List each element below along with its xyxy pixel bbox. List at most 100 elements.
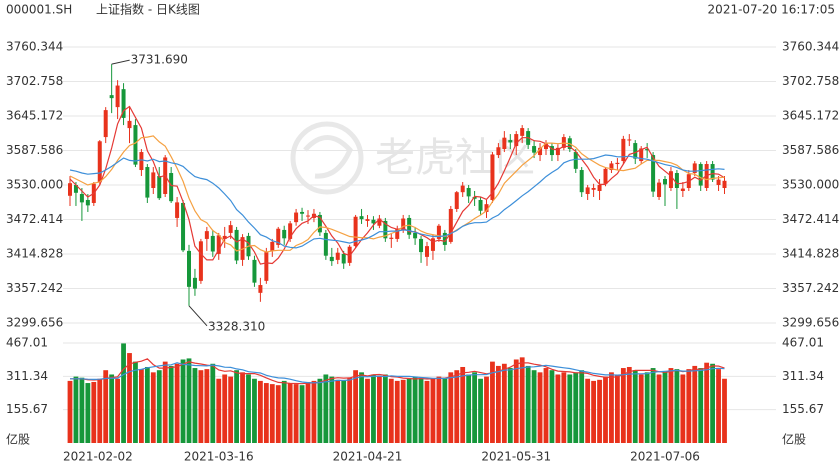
candle-body (538, 147, 543, 156)
y-tick-label: 3357.242 (6, 281, 63, 295)
volume-bar (579, 370, 585, 443)
y-tick-label: 3414.828 (6, 247, 63, 261)
candle-body (544, 143, 548, 150)
volume-bar (555, 374, 561, 443)
volume-bar (656, 374, 662, 443)
candle-body (442, 232, 447, 245)
volume-bar (174, 363, 180, 443)
candle-body (127, 120, 132, 129)
candle-body (419, 238, 424, 253)
candle-body (270, 241, 275, 251)
volume-bar (662, 372, 668, 443)
volume-bar (109, 374, 115, 443)
volume-bar (430, 378, 436, 443)
y-tick-label-right: 3587.586 (782, 143, 839, 157)
candle-body (454, 192, 459, 209)
candle-body (645, 149, 650, 151)
volume-bar (365, 378, 370, 443)
y-tick-label-right: 3760.344 (782, 40, 839, 54)
candle-body (97, 141, 102, 183)
volume-bar (234, 370, 239, 443)
volume-bar (377, 376, 382, 443)
candle-body (407, 217, 412, 235)
volume-bar (287, 383, 293, 443)
candle-body (115, 85, 120, 108)
volume-bar (644, 372, 650, 443)
candle-body (668, 171, 673, 188)
candle-body (341, 253, 346, 264)
candle-body (430, 238, 435, 251)
volume-bar (585, 378, 591, 443)
candle-body (436, 225, 441, 239)
candle-body (258, 285, 263, 293)
moving-average-line (69, 105, 725, 265)
volume-bar (513, 359, 519, 443)
candle-body (633, 143, 638, 159)
candle-body (680, 188, 685, 191)
volume-bar (484, 376, 489, 443)
volume-bar (204, 369, 210, 443)
volume-bar (162, 361, 168, 443)
y-tick-label-right: 3645.172 (782, 109, 839, 123)
volume-bar (573, 372, 579, 443)
candle-body (555, 147, 560, 156)
candle-body (663, 179, 667, 185)
candle-body (639, 148, 644, 162)
candle-body (139, 152, 144, 171)
x-tick-label: 2021-05-31 (481, 450, 551, 464)
candle-body (609, 163, 614, 171)
volume-bar (472, 372, 477, 443)
x-tick-label: 2021-07-06 (630, 450, 700, 464)
candle-body (585, 187, 590, 194)
watermark-logo (290, 121, 364, 195)
candle-body (627, 139, 632, 141)
volume-bar (85, 383, 91, 443)
volume-bar (549, 370, 555, 443)
volume-bar (424, 380, 430, 443)
volume-bar (127, 353, 132, 443)
volume-bar (448, 372, 454, 443)
candle-body (621, 138, 626, 162)
candle-body (365, 219, 370, 221)
volume-bar (388, 378, 394, 443)
volume-bar (418, 378, 424, 443)
y-tick-label: 3760.344 (6, 40, 63, 54)
chart-title: 上证指数 - 日K线图 (96, 2, 200, 17)
volume-bar (210, 363, 216, 443)
candle-body (68, 183, 72, 196)
candle-body (472, 196, 477, 199)
volume-bar (317, 378, 323, 443)
candle-body (573, 152, 578, 169)
volume-bar (275, 385, 281, 443)
candle-body (198, 241, 203, 281)
volume-bar (710, 363, 715, 443)
volume-bar (460, 366, 466, 443)
volume-bar (454, 370, 460, 443)
volume-bar (144, 366, 150, 443)
y-tick-label: 3299.656 (6, 316, 63, 330)
grid (63, 46, 776, 411)
y-tick-label: 3472.414 (6, 212, 63, 226)
volume-bar (341, 380, 347, 443)
volume-bar (567, 374, 573, 443)
watermark: 老虎社区 (290, 121, 535, 195)
candle-body (175, 202, 180, 218)
candle-body (151, 172, 156, 188)
volume-tick-label-right: 467.01 (782, 336, 824, 350)
volume-bar (704, 362, 710, 443)
volume-unit: 亿股 (6, 432, 30, 447)
volume-bar (263, 383, 269, 443)
volume-bar (406, 378, 412, 443)
volume-bar (311, 380, 317, 443)
candle-body (359, 216, 364, 220)
volume-tick-label: 467.01 (6, 336, 48, 350)
y-tick-label: 3645.172 (6, 109, 63, 123)
volume-bar (67, 380, 73, 443)
candles (68, 64, 727, 306)
volume-bar (620, 368, 626, 443)
volume-bar (537, 372, 543, 443)
volume-bar (133, 361, 138, 443)
candle-body (329, 256, 334, 262)
min-pointer (188, 305, 208, 327)
y-tick-label: 3530.000 (6, 178, 63, 192)
